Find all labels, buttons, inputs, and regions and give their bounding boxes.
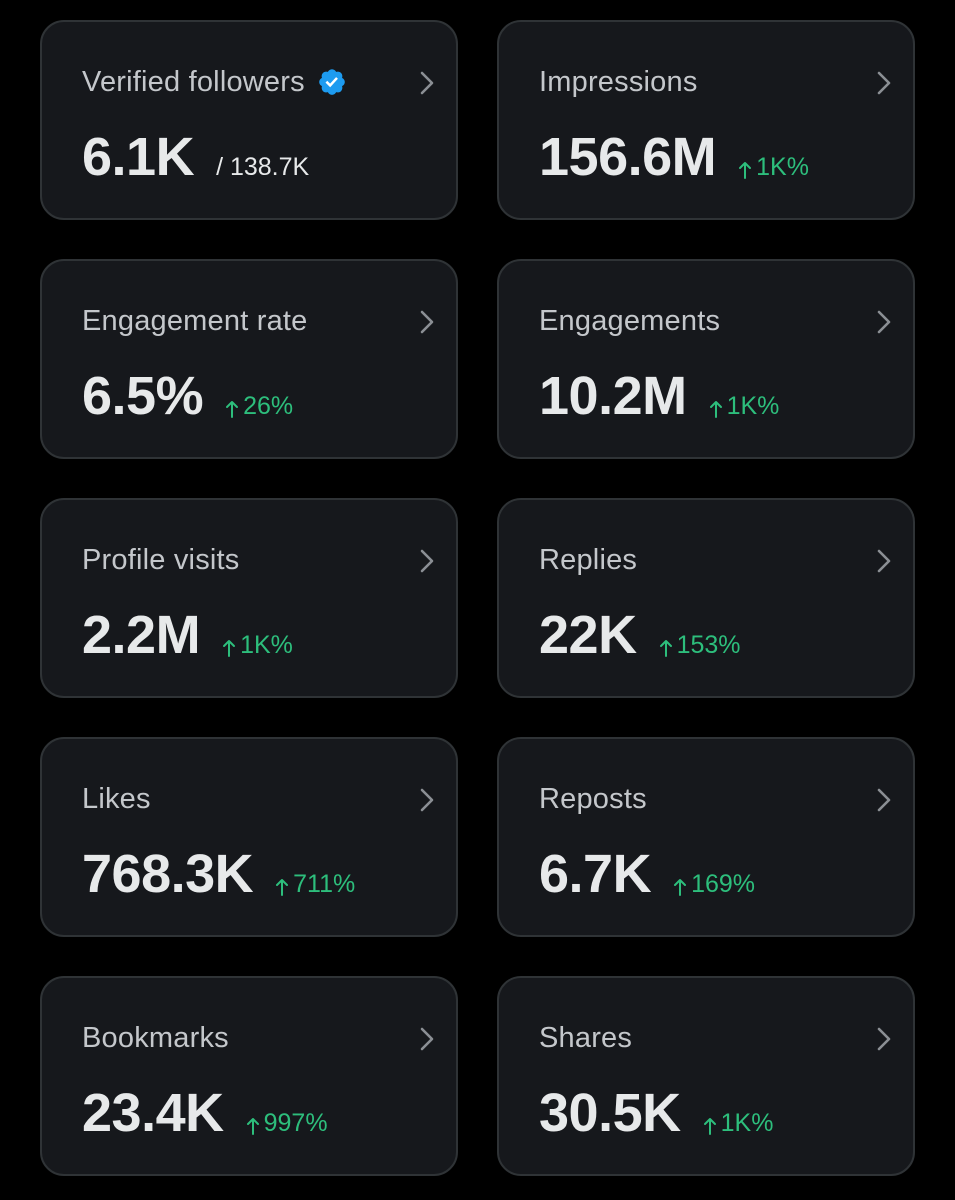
metric-value: 23.4K [82, 1083, 224, 1143]
metric-value-row: 23.4K 997% [82, 1086, 328, 1140]
metric-change: 997% [246, 1109, 328, 1138]
metric-change-value: 997% [263, 1109, 328, 1137]
metric-value-row: 2.2M 1K% [82, 608, 293, 662]
metric-change-value: 169% [691, 870, 756, 898]
metric-card-profile-visits[interactable]: Profile visits 2.2M 1K% [40, 498, 458, 698]
metric-change-value: 153% [676, 631, 741, 659]
metric-value-row: 22K 153% [539, 608, 741, 662]
metric-label: Reposts [539, 782, 647, 815]
metric-change: 26% [225, 392, 293, 421]
metric-label: Verified followers [82, 65, 305, 98]
verified-badge-icon [319, 69, 345, 95]
metric-label-row: Replies [539, 540, 637, 580]
arrow-up-icon [703, 1117, 716, 1135]
arrow-up-icon [226, 400, 239, 418]
chevron-right-icon[interactable] [873, 307, 895, 337]
metric-value: 22K [539, 605, 637, 665]
chevron-right-icon[interactable] [873, 785, 895, 815]
metric-change-value: 711% [293, 870, 356, 898]
metric-value: 768.3K [82, 844, 254, 904]
metric-value-row: 10.2M 1K% [539, 369, 779, 423]
metric-label: Likes [82, 782, 151, 815]
metric-value-row: 768.3K 711% [82, 847, 355, 901]
metric-value-row: 6.5% 26% [82, 369, 293, 423]
metric-value-row: 30.5K 1K% [539, 1086, 773, 1140]
metric-value: 2.2M [82, 605, 201, 665]
chevron-right-icon[interactable] [416, 546, 438, 576]
arrow-up-icon [223, 639, 236, 657]
metric-label-row: Impressions [539, 62, 698, 102]
metric-value: 6.5% [82, 366, 204, 426]
metric-label-row: Likes [82, 779, 151, 819]
metric-change: 153% [659, 631, 741, 660]
arrow-up-icon [674, 878, 687, 896]
metric-label-row: Bookmarks [82, 1018, 229, 1058]
chevron-right-icon[interactable] [416, 307, 438, 337]
metric-change-value: 26% [243, 392, 294, 420]
metric-label: Profile visits [82, 543, 240, 576]
metric-card-likes[interactable]: Likes 768.3K 711% [40, 737, 458, 937]
arrow-up-icon [246, 1117, 259, 1135]
metric-change: 1K% [222, 631, 293, 660]
metric-value: 6.7K [539, 844, 652, 904]
metric-change: 1K% [738, 153, 809, 182]
chevron-right-icon[interactable] [416, 1024, 438, 1054]
metric-label: Engagement rate [82, 304, 308, 337]
metrics-grid: Verified followers 6.1K / 138.7K Impress… [40, 20, 915, 1176]
metric-change: 1K% [703, 1109, 774, 1138]
metric-card-replies[interactable]: Replies 22K 153% [497, 498, 915, 698]
arrow-up-icon [276, 878, 289, 896]
metric-label-row: Profile visits [82, 540, 240, 580]
metric-value-row: 6.7K 169% [539, 847, 755, 901]
metric-card-reposts[interactable]: Reposts 6.7K 169% [497, 737, 915, 937]
chevron-right-icon[interactable] [873, 546, 895, 576]
metric-card-engagements[interactable]: Engagements 10.2M 1K% [497, 259, 915, 459]
metric-value-row: 6.1K / 138.7K [82, 130, 309, 184]
metric-total: / 138.7K [216, 153, 310, 181]
metric-label: Bookmarks [82, 1021, 229, 1054]
arrow-up-icon [659, 639, 672, 657]
metric-value: 6.1K [82, 127, 195, 187]
metric-card-impressions[interactable]: Impressions 156.6M 1K% [497, 20, 915, 220]
metric-change: 711% [275, 870, 355, 899]
chevron-right-icon[interactable] [416, 785, 438, 815]
metric-label: Replies [539, 543, 638, 576]
chevron-right-icon[interactable] [416, 68, 438, 98]
metric-label: Engagements [539, 304, 721, 337]
metric-card-engagement-rate[interactable]: Engagement rate 6.5% 26% [40, 259, 458, 459]
metric-change-value: 1K% [240, 631, 293, 659]
arrow-up-icon [709, 400, 722, 418]
arrow-up-icon [739, 161, 752, 179]
metric-change-value: 1K% [720, 1109, 774, 1137]
metric-change: 169% [673, 870, 755, 899]
metric-value: 156.6M [539, 127, 717, 187]
metric-label-row: Engagements [539, 301, 720, 341]
metric-label: Impressions [539, 65, 698, 98]
metric-label: Shares [539, 1021, 633, 1054]
metric-value-row: 156.6M 1K% [539, 130, 809, 184]
metric-card-bookmarks[interactable]: Bookmarks 23.4K 997% [40, 976, 458, 1176]
metric-card-shares[interactable]: Shares 30.5K 1K% [497, 976, 915, 1176]
metric-label-row: Verified followers [82, 62, 347, 102]
metric-label-row: Engagement rate [82, 301, 307, 341]
chevron-right-icon[interactable] [873, 1024, 895, 1054]
metric-change: 1K% [709, 392, 780, 421]
metric-label-row: Reposts [539, 779, 647, 819]
metric-change-value: 1K% [726, 392, 780, 420]
metric-label-row: Shares [539, 1018, 632, 1058]
metric-value: 10.2M [539, 366, 687, 426]
chevron-right-icon[interactable] [873, 68, 895, 98]
metric-value: 30.5K [539, 1083, 681, 1143]
metric-card-verified-followers[interactable]: Verified followers 6.1K / 138.7K [40, 20, 458, 220]
metric-change-value: 1K% [756, 153, 809, 181]
